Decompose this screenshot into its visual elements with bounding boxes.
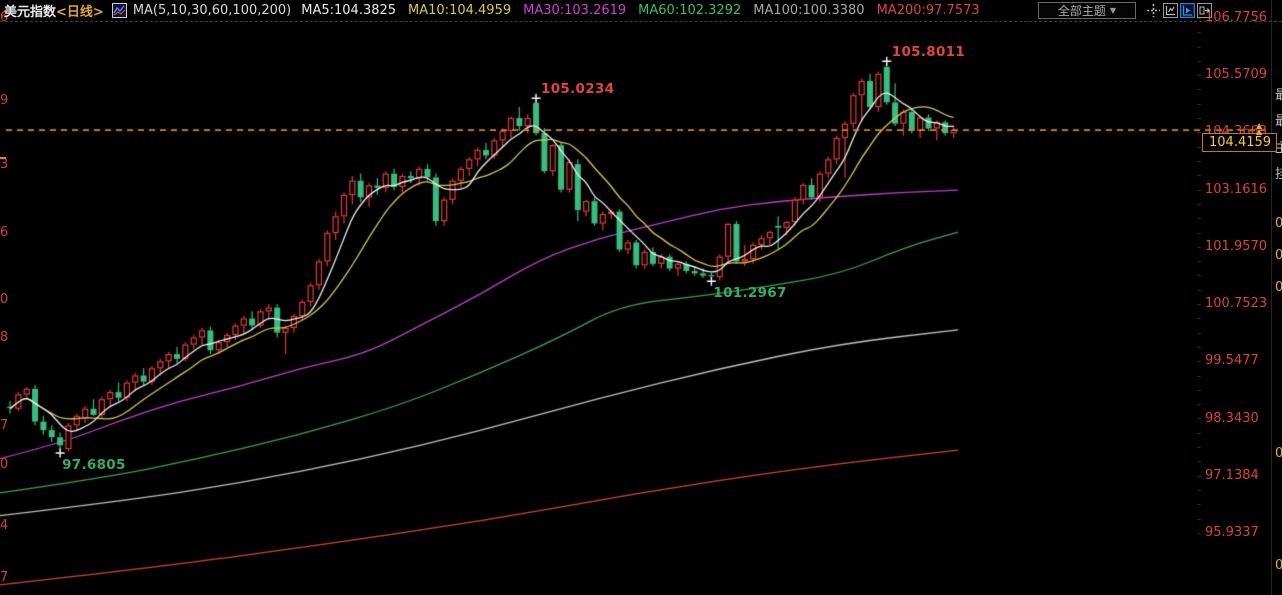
right-clipped-glyph: 0 bbox=[1275, 446, 1282, 461]
left-clipped-digit: 9 bbox=[0, 93, 9, 108]
annotation-high-1: 105.0234 bbox=[541, 81, 615, 98]
left-clipped-dash bbox=[0, 157, 6, 159]
ma60-value: MA60:102.3292 bbox=[638, 3, 742, 18]
right-clipped-glyph: 0 bbox=[1275, 558, 1282, 573]
header-separator bbox=[0, 21, 1282, 22]
left-clipped-digit: 7 bbox=[0, 570, 9, 585]
right-clipped-glyph: 挂 bbox=[1275, 167, 1282, 182]
pane-switch-icon[interactable] bbox=[1197, 3, 1212, 18]
symbol-title: 美元指数 bbox=[4, 5, 57, 20]
theme-dropdown[interactable]: 全部主题 ▼ bbox=[1038, 2, 1136, 19]
ma100-value: MA100:100.3380 bbox=[753, 3, 865, 18]
chevron-down-icon: ▼ bbox=[1109, 6, 1117, 15]
last-price-tag: 104.4159 bbox=[1202, 133, 1278, 153]
y-axis-tick: 103.1616 bbox=[1205, 181, 1268, 197]
ma-group-label: MA(5,10,30,60,100,200) bbox=[132, 3, 292, 18]
right-clipped-glyph: 0 bbox=[1275, 216, 1282, 231]
y-axis-tick: 99.5477 bbox=[1205, 353, 1259, 369]
y-axis-tick: 97.1384 bbox=[1205, 467, 1259, 483]
chart-header: 美元指数 <日线> MA(5,10,30,60,100,200) MA5:104… bbox=[0, 0, 1282, 21]
left-clipped-digit: 0 bbox=[0, 292, 9, 307]
left-clipped-digit: 6 bbox=[0, 225, 9, 240]
left-clipped-digit: 0 bbox=[0, 457, 9, 472]
left-clipped-digit: 7 bbox=[0, 418, 9, 433]
y-axis-tick: 100.7523 bbox=[1205, 296, 1268, 312]
ma5-value: MA5:104.3825 bbox=[301, 3, 397, 18]
theme-dropdown-label: 全部主题 bbox=[1057, 4, 1106, 18]
right-clipped-glyph: 最 bbox=[1275, 88, 1282, 103]
crosshair-icon[interactable] bbox=[1146, 3, 1161, 18]
chart-toolbar: 全部主题 ▼ bbox=[1038, 2, 1212, 19]
annotation-low-1: 101.2967 bbox=[713, 285, 787, 302]
left-clipped-digit: 3 bbox=[0, 157, 9, 172]
kline-chart-icon bbox=[111, 3, 127, 18]
y-axis-tick: 101.9570 bbox=[1205, 238, 1268, 254]
ma200-value: MA200:97.7573 bbox=[876, 3, 980, 18]
annotation-low-2: 97.6805 bbox=[62, 457, 126, 474]
y-axis-tick: 105.5709 bbox=[1205, 67, 1268, 83]
left-clipped-digit: 4 bbox=[0, 518, 9, 533]
right-clipped-glyph: 主 bbox=[1275, 141, 1282, 156]
axis-scale-icon[interactable] bbox=[1163, 3, 1178, 18]
right-clipped-glyph: 0 bbox=[1275, 248, 1282, 263]
annotation-high-2: 105.8011 bbox=[891, 44, 966, 61]
left-clipped-digit: 8 bbox=[0, 330, 9, 345]
right-clipped-glyph: 最 bbox=[1275, 114, 1282, 129]
right-panel-divider bbox=[1271, 0, 1272, 595]
y-axis-tick: 98.3430 bbox=[1205, 410, 1259, 426]
price-up-arrows-icon: ▲ ▲ bbox=[1256, 121, 1263, 137]
right-clipped-glyph: 0 bbox=[1275, 280, 1282, 295]
ma30-value: MA30:103.2619 bbox=[523, 3, 627, 18]
ma10-value: MA10:104.4959 bbox=[408, 3, 512, 18]
period-label: <日线> bbox=[56, 5, 104, 20]
auto-scale-icon[interactable] bbox=[1180, 3, 1195, 18]
y-axis-tick: 95.9337 bbox=[1205, 525, 1259, 540]
left-clipped-digit: 6 bbox=[0, 10, 9, 25]
